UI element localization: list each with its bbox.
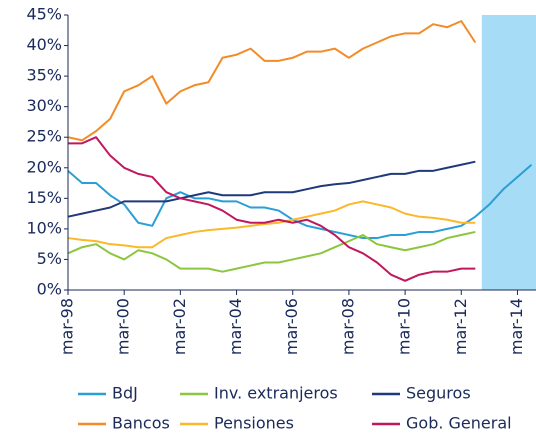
y-tick-label: 25% (26, 127, 62, 146)
x-tick-label: mar-98 (58, 298, 77, 355)
y-tick-label: 20% (26, 157, 62, 176)
legend-label: Inv. extranjeros (214, 384, 338, 403)
y-tick-label: 5% (37, 249, 62, 268)
x-tick-label: mar-06 (282, 298, 301, 355)
x-tick-label: mar-08 (338, 298, 357, 355)
legend-label: Seguros (406, 384, 471, 403)
y-tick-label: 10% (26, 218, 62, 237)
series-line (68, 136, 476, 282)
series-line (67, 163, 533, 240)
legend-label: Bancos (112, 414, 170, 433)
legend-label: Gob. General (406, 414, 512, 433)
y-tick-label: 40% (26, 35, 62, 54)
x-tick-label: mar-02 (170, 298, 189, 355)
series-line (67, 20, 477, 142)
y-tick-label: 35% (26, 66, 62, 85)
x-tick-label: mar-04 (226, 298, 245, 355)
x-tick-label: mar-12 (451, 298, 470, 355)
legend-label: BdJ (112, 384, 138, 403)
forecast-shade (481, 15, 536, 290)
x-tick-label: mar-10 (395, 298, 414, 355)
x-tick-label: mar-00 (114, 298, 133, 355)
series-line (67, 230, 476, 273)
y-tick-label: 45% (26, 5, 62, 24)
y-tick-label: 30% (26, 96, 62, 115)
x-tick-label: mar-14 (507, 298, 526, 355)
series-line (67, 200, 476, 249)
y-tick-label: 0% (37, 280, 62, 299)
legend-label: Pensiones (214, 414, 294, 433)
y-tick-label: 15% (26, 188, 62, 207)
series-line (67, 160, 476, 218)
